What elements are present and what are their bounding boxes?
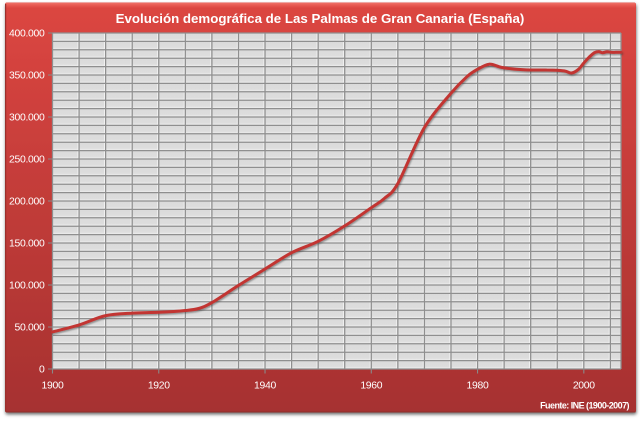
svg-text:200.000: 200.000 bbox=[9, 197, 45, 208]
svg-text:400.000: 400.000 bbox=[9, 29, 45, 40]
svg-text:100.000: 100.000 bbox=[9, 281, 45, 292]
svg-text:1920: 1920 bbox=[148, 381, 170, 392]
svg-text:Fuente: INE (1900-2007): Fuente: INE (1900-2007) bbox=[540, 401, 629, 411]
svg-text:50.000: 50.000 bbox=[15, 323, 46, 334]
svg-text:300.000: 300.000 bbox=[9, 113, 45, 124]
svg-text:250.000: 250.000 bbox=[9, 155, 45, 166]
svg-text:350.000: 350.000 bbox=[9, 71, 45, 82]
svg-text:1940: 1940 bbox=[254, 381, 276, 392]
svg-text:1960: 1960 bbox=[360, 381, 382, 392]
svg-text:Evolución demográfica de Las P: Evolución demográfica de Las Palmas de G… bbox=[116, 11, 525, 26]
svg-text:1900: 1900 bbox=[42, 381, 64, 392]
svg-text:1980: 1980 bbox=[467, 381, 489, 392]
svg-text:150.000: 150.000 bbox=[9, 239, 45, 250]
svg-text:2000: 2000 bbox=[573, 381, 595, 392]
svg-text:0: 0 bbox=[39, 365, 45, 376]
